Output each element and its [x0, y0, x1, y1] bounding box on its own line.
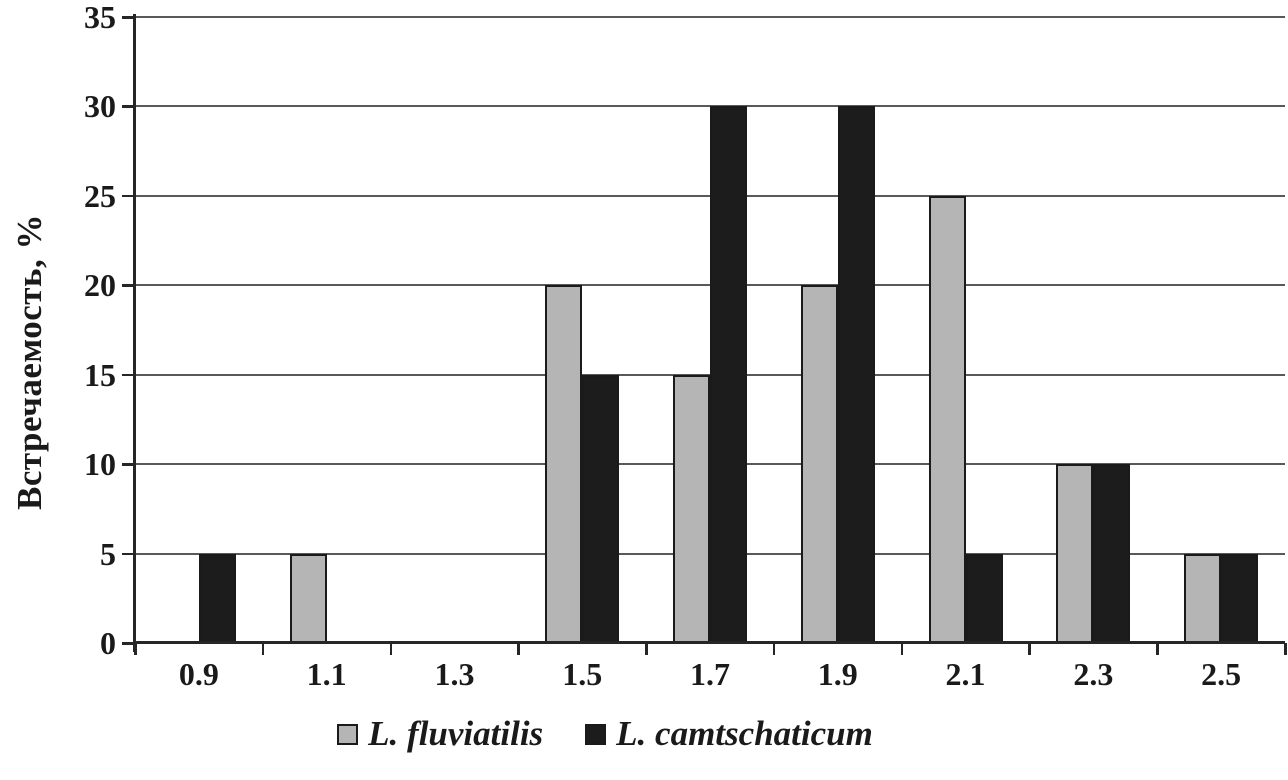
y-tick-mark-15: [122, 373, 134, 377]
x-tick-mark-4: [645, 643, 648, 655]
x-tick-mark-9: [1284, 643, 1287, 655]
x-tick-mark-7: [1028, 643, 1031, 655]
y-tick-mark-0: [122, 642, 134, 645]
bar-l-fluviatilis-2.3: [1056, 464, 1094, 643]
y-tick-mark-5: [122, 552, 134, 556]
legend-swatch-icon: [337, 723, 359, 745]
y-tick-label-0: 0: [100, 625, 116, 661]
y-tick-label-20: 20: [84, 267, 116, 304]
bar-l-camtschaticum-0.9: [198, 553, 236, 643]
legend-item-1: L. fluviatilis: [337, 714, 543, 754]
bar-l-camtschaticum-2.5: [1221, 553, 1259, 643]
y-axis-line: [133, 14, 136, 652]
y-tick-mark-30: [122, 105, 134, 108]
x-tick-label-2.1: 2.1: [945, 656, 986, 692]
x-tick-mark-0: [134, 643, 137, 655]
x-tick-label-0.9: 0.9: [178, 656, 219, 692]
x-tick-mark-5: [772, 643, 776, 655]
gridline-30: [135, 105, 1285, 108]
bar-l-fluviatilis-1.7: [673, 374, 710, 643]
bar-l-fluviatilis-2.5: [1184, 553, 1222, 643]
bar-l-fluviatilis-2.1: [928, 195, 966, 643]
y-tick-label-15: 15: [84, 356, 116, 393]
bar-l-camtschaticum-1.5: [582, 374, 620, 643]
y-tick-label-35: 35: [84, 0, 116, 35]
x-axis-line: [133, 641, 1285, 644]
y-tick-mark-20: [122, 284, 134, 287]
legend-label: L. fluviatilis: [368, 714, 544, 753]
y-tick-label-5: 5: [100, 535, 116, 572]
x-tick-mark-6: [900, 643, 904, 655]
x-tick-label-1.5: 1.5: [562, 656, 603, 692]
bar-l-fluviatilis-1.9: [800, 285, 838, 643]
y-tick-label-30: 30: [84, 88, 116, 125]
plot-area: [135, 16, 1285, 643]
x-tick-label-1.9: 1.9: [817, 656, 858, 692]
y-tick-mark-35: [122, 16, 134, 19]
bar-l-camtschaticum-2.1: [965, 553, 1003, 643]
bar-l-fluviatilis-1.1: [289, 553, 327, 643]
y-tick-label-25: 25: [84, 177, 116, 214]
legend-label: L. camtschaticum: [616, 714, 873, 753]
x-tick-mark-2: [389, 643, 393, 655]
bar-l-fluviatilis-1.5: [545, 285, 583, 643]
bar-l-camtschaticum-1.9: [837, 106, 875, 643]
x-tick-label-1.3: 1.3: [434, 656, 475, 692]
legend: L. fluviatilis L. camtschaticum: [0, 714, 1210, 754]
x-tick-mark-3: [517, 643, 520, 655]
x-tick-label-2.5: 2.5: [1201, 656, 1242, 692]
x-tick-mark-1: [261, 643, 265, 655]
y-tick-mark-10: [122, 463, 134, 466]
bar-l-camtschaticum-2.3: [1093, 464, 1131, 643]
x-tick-label-1.7: 1.7: [690, 656, 730, 692]
y-tick-label-10: 10: [84, 446, 116, 483]
y-tick-mark-25: [122, 194, 134, 198]
x-tick-label-2.3: 2.3: [1073, 656, 1114, 692]
x-tick-label-1.1: 1.1: [306, 656, 347, 692]
bar-l-camtschaticum-1.7: [710, 106, 747, 643]
x-tick-mark-8: [1156, 643, 1159, 655]
legend-swatch-icon: [585, 723, 607, 745]
gridline-35: [135, 16, 1285, 18]
legend-item-2: L. camtschaticum: [585, 714, 873, 754]
